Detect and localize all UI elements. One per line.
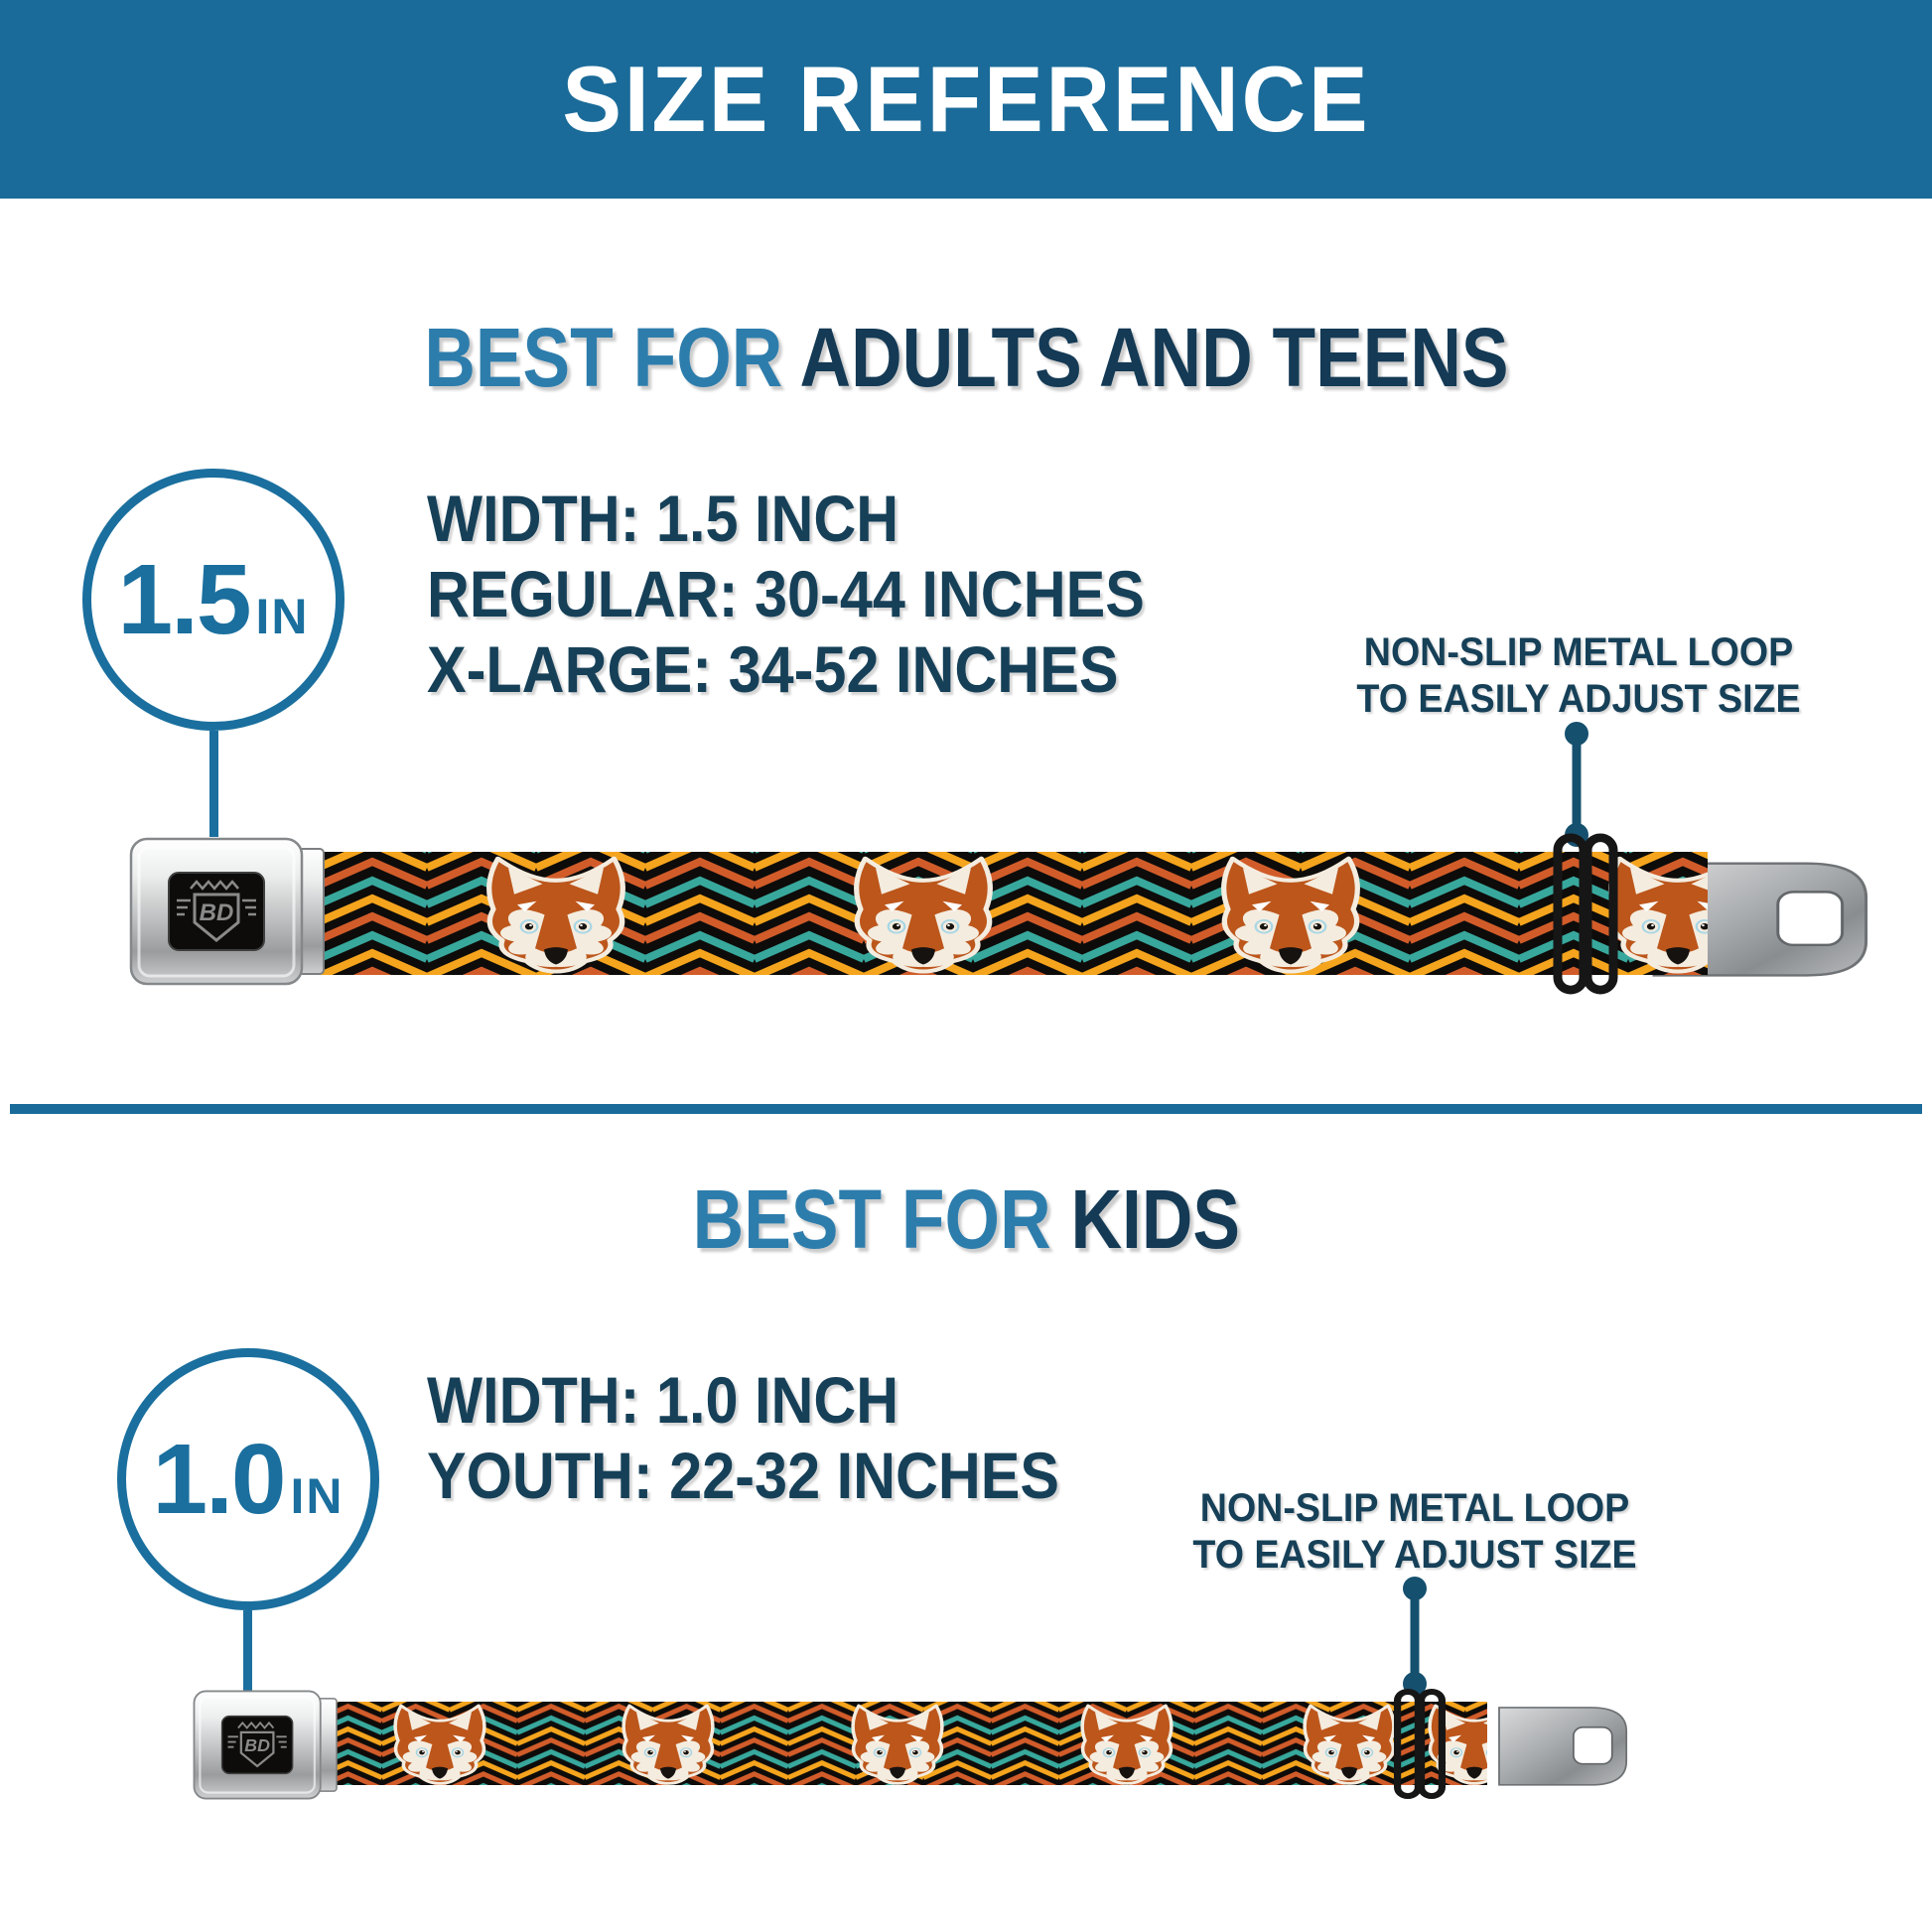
callout-line-1: NON-SLIP METAL LOOP: [1363, 630, 1794, 674]
seatbelt-buckle: [129, 837, 326, 986]
belt-kids-image: [193, 1688, 1628, 1802]
callout-connector: [1565, 722, 1588, 847]
heading-kids-dark: KIDS: [1070, 1173, 1240, 1266]
belt-adults-image: [129, 832, 1868, 996]
section-divider: [10, 1104, 1922, 1114]
circle-pointer-line: [243, 1610, 252, 1692]
belt-strap: [306, 1702, 1487, 1785]
callout-line-2: TO EASILY ADJUST SIZE: [1356, 677, 1801, 721]
page-title: SIZE REFERENCE: [562, 47, 1370, 151]
spec-width: WIDTH: 1.5 INCH: [427, 482, 899, 555]
size-value: 1.5: [117, 543, 251, 655]
callout-line-2: TO EASILY ADJUST SIZE: [1192, 1533, 1637, 1577]
spec-youth: YOUTH: 22-32 INCHES: [427, 1439, 1060, 1512]
size-circle-kids: 1.0 IN: [117, 1348, 379, 1610]
spec-regular: REGULAR: 30-44 INCHES: [427, 557, 1145, 630]
banner: SIZE REFERENCE: [0, 0, 1932, 199]
connector-line: [1572, 732, 1582, 837]
seatbelt-buckle: [193, 1690, 339, 1800]
callout-kids: NON-SLIP METAL LOOP TO EASILY ADJUST SIZ…: [1157, 1485, 1673, 1579]
circle-pointer-line: [209, 731, 218, 837]
heading-adults: BEST FOR ADULTS AND TEENS: [0, 310, 1932, 406]
spec-xlarge: X-LARGE: 34-52 INCHES: [427, 632, 1119, 706]
callout-connector: [1403, 1577, 1427, 1696]
size-value: 1.0: [152, 1423, 286, 1535]
heading-adults-dark: ADULTS AND TEENS: [799, 311, 1509, 404]
belt-end-tab: [1498, 1707, 1628, 1786]
specs-kids: WIDTH: 1.0 INCH YOUTH: 22-32 INCHES: [427, 1362, 1130, 1513]
heading-kids: BEST FOR KIDS: [0, 1172, 1932, 1268]
heading-adults-light: BEST FOR: [423, 311, 800, 404]
callout-adults: NON-SLIP METAL LOOP TO EASILY ADJUST SIZ…: [1320, 629, 1837, 723]
size-unit: IN: [290, 1467, 345, 1524]
size-circle-adults: 1.5 IN: [82, 469, 345, 731]
heading-kids-light: BEST FOR: [692, 1173, 1071, 1266]
callout-line-1: NON-SLIP METAL LOOP: [1199, 1486, 1630, 1530]
belt-strap: [298, 852, 1708, 975]
size-unit: IN: [255, 588, 310, 644]
specs-adults: WIDTH: 1.5 INCH REGULAR: 30-44 INCHES X-…: [427, 481, 1224, 707]
spec-width: WIDTH: 1.0 INCH: [427, 1363, 899, 1437]
connector-line: [1410, 1587, 1420, 1686]
